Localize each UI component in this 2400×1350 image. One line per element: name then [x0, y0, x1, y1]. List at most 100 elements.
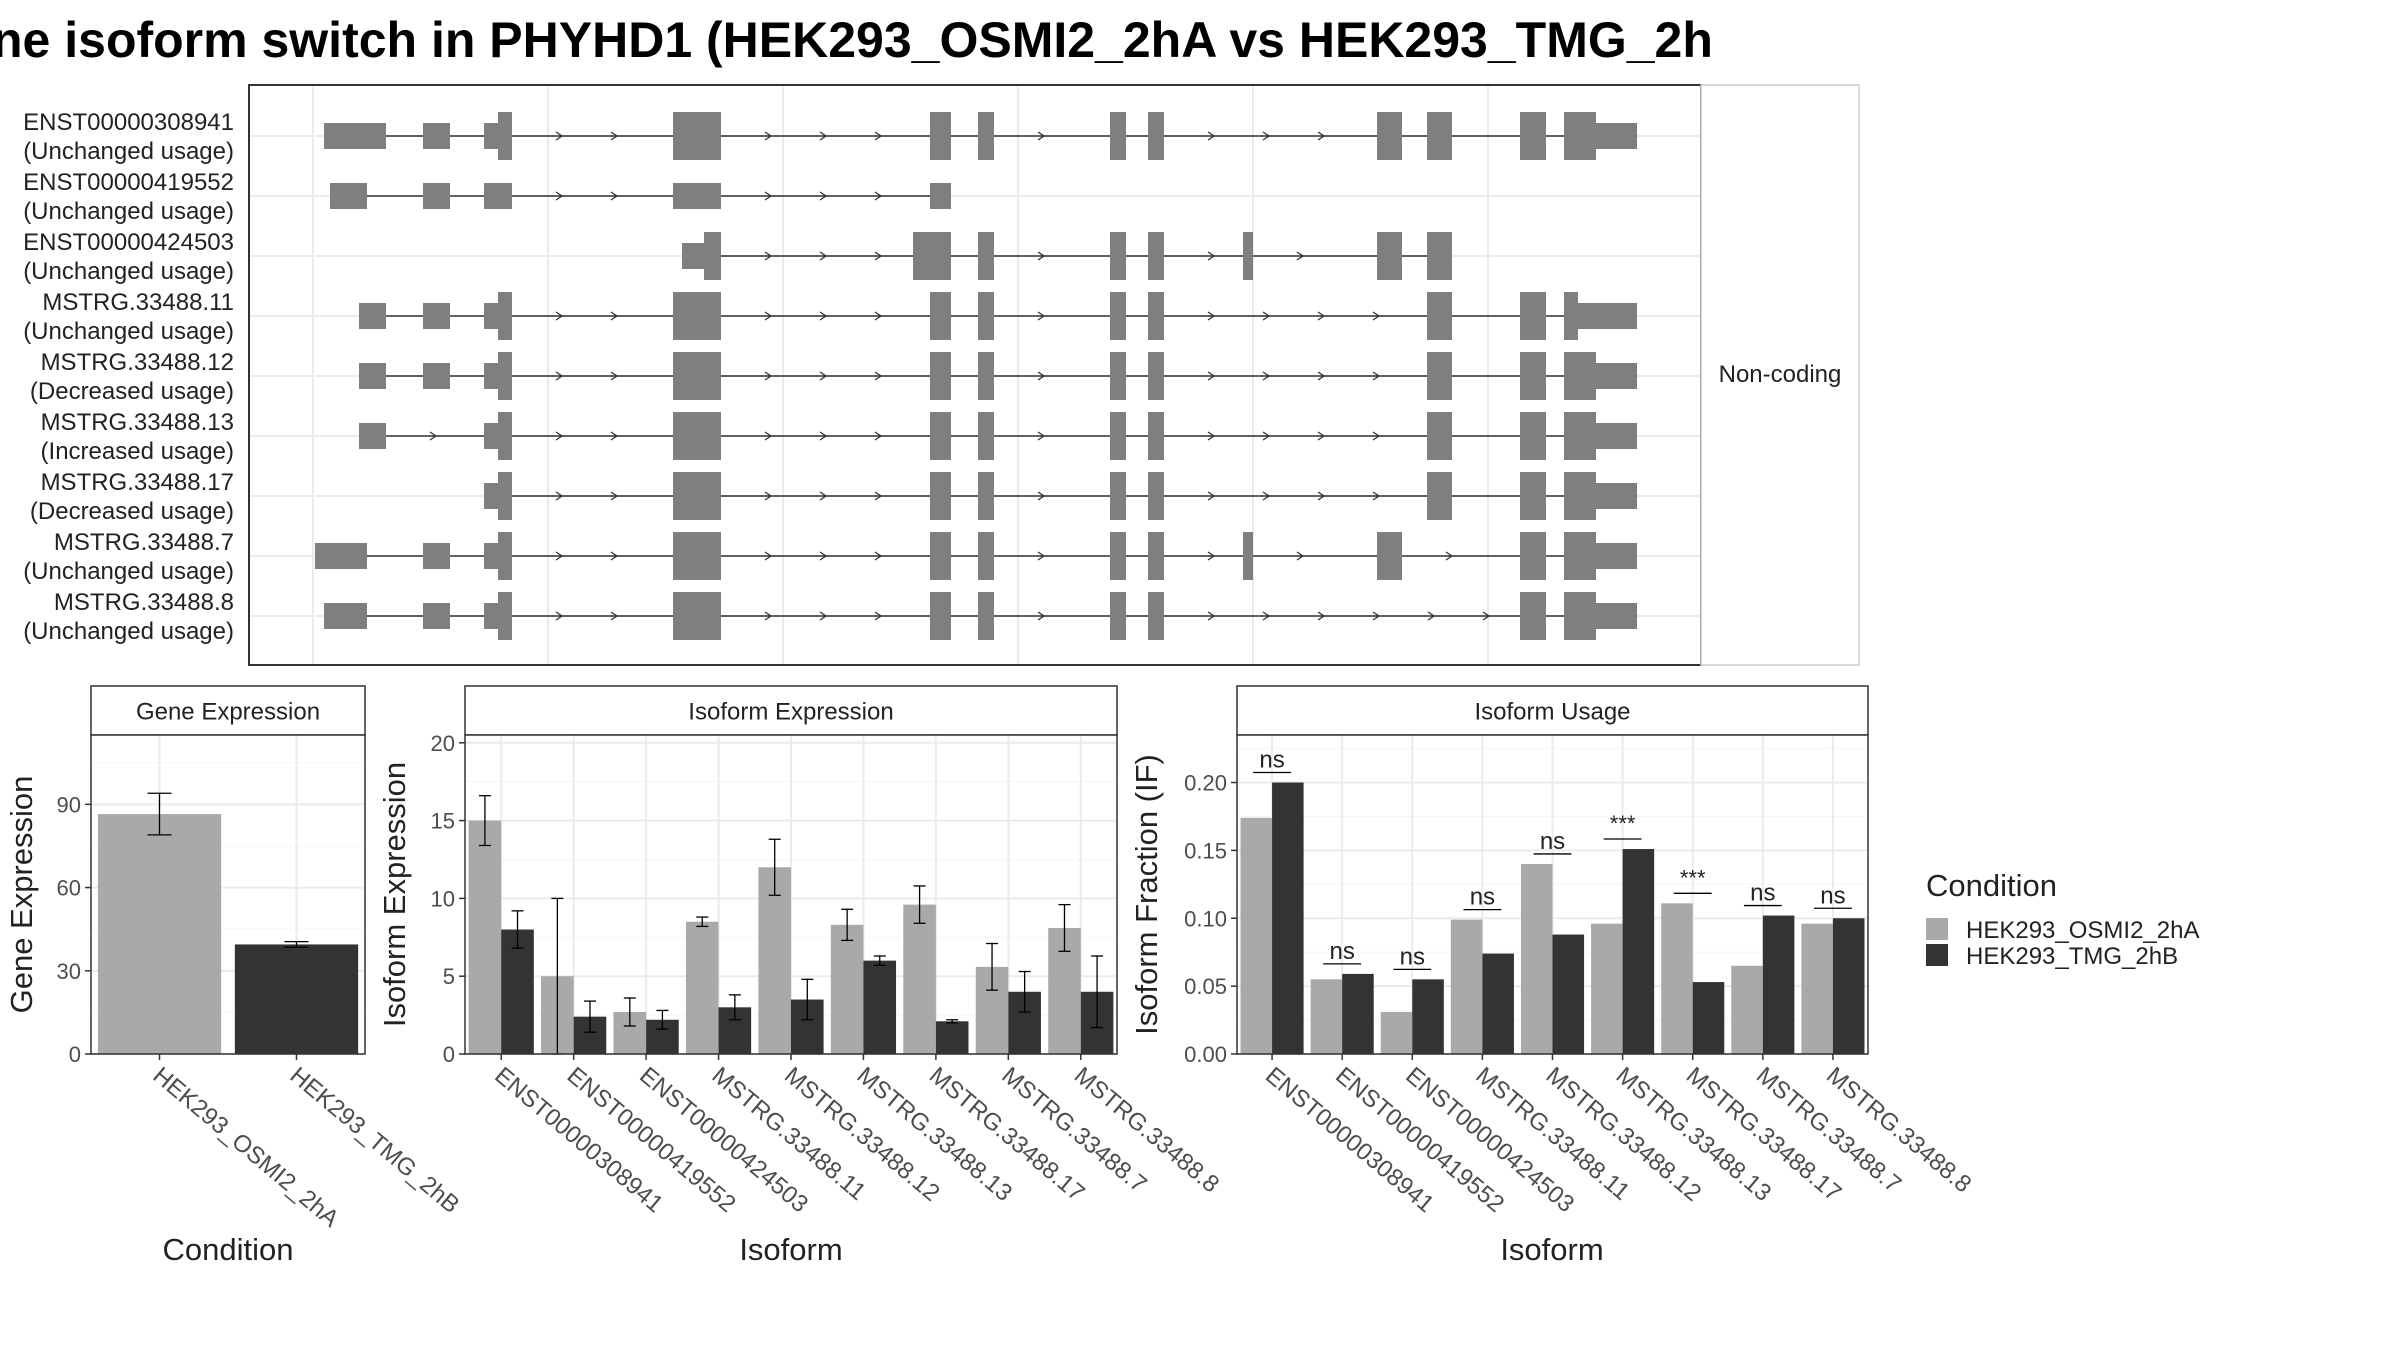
- exon-block: [673, 472, 721, 520]
- bar: [863, 960, 897, 1054]
- exon-block: [484, 123, 498, 149]
- exon-block: [330, 183, 367, 209]
- bar: [903, 904, 936, 1054]
- intron-arrow: [1037, 371, 1046, 381]
- exon-block: [673, 183, 721, 209]
- intron-arrow: [610, 551, 619, 561]
- intron-arrow: [1262, 431, 1271, 441]
- exon-block: [423, 603, 450, 629]
- isoform-usage-panel: Isoform Usage ns ns ns ns ns *** *** ns ns 0.00 0.0…: [1129, 685, 1976, 1267]
- exon-block: [1564, 112, 1596, 160]
- exon-block: [423, 303, 450, 329]
- exon-block: [1377, 232, 1402, 280]
- intron-arrow: [610, 311, 619, 321]
- exon-block: [423, 543, 450, 569]
- intron-arrow: [610, 371, 619, 381]
- exon-block: [1520, 472, 1546, 520]
- exon-block: [1110, 112, 1126, 160]
- y-tick-label: 20: [431, 731, 455, 756]
- transcript-usage-label: (Decreased usage): [30, 378, 234, 405]
- exon-block: [498, 532, 512, 580]
- intron-arrow: [610, 611, 619, 621]
- bar: [830, 924, 864, 1054]
- intron-arrow: [555, 311, 564, 321]
- exon-block: [1148, 112, 1164, 160]
- y-axis-title: Isoform Fraction (IF): [1129, 754, 1164, 1035]
- legend-title: Condition: [1926, 868, 2057, 903]
- transcript-id-label: ENST00000308941: [23, 109, 234, 136]
- intron-arrow: [1207, 491, 1216, 501]
- exon-block: [1243, 532, 1253, 580]
- exon-block: [1377, 112, 1402, 160]
- exon-block: [359, 303, 386, 329]
- exon-block: [484, 603, 498, 629]
- exon-block: [423, 363, 450, 389]
- exon-block: [978, 232, 994, 280]
- intron-arrow: [555, 131, 564, 141]
- exon-block: [423, 183, 450, 209]
- exon-block: [498, 592, 512, 640]
- exon-block: [324, 603, 367, 629]
- y-tick-label: 10: [431, 886, 455, 911]
- intron-arrow: [610, 131, 619, 141]
- intron-arrow: [1037, 131, 1046, 141]
- exon-block: [930, 112, 951, 160]
- significance-label: ns: [1400, 943, 1425, 970]
- exon-block: [673, 592, 721, 640]
- intron-arrow: [1317, 431, 1326, 441]
- transcript-usage-label: (Unchanged usage): [23, 198, 234, 225]
- intron-arrow: [1372, 431, 1381, 441]
- exon-block: [978, 352, 994, 400]
- exon-block: [324, 123, 386, 149]
- bar: [1310, 979, 1343, 1054]
- bar: [1731, 965, 1763, 1054]
- exon-block: [1564, 472, 1596, 520]
- intron-arrow: [764, 251, 773, 261]
- transcript-id-label: ENST00000424503: [23, 229, 234, 256]
- exon-block: [359, 363, 386, 389]
- significance-label: ***: [1610, 811, 1636, 836]
- transcript-id-label: MSTRG.33488.13: [41, 409, 234, 436]
- intron-arrow: [555, 431, 564, 441]
- bar: [1482, 953, 1514, 1054]
- exon-block: [1110, 532, 1126, 580]
- transcript-usage-label: (Unchanged usage): [23, 558, 234, 585]
- intron-arrow: [1037, 311, 1046, 321]
- intron-arrow: [764, 551, 773, 561]
- exon-block: [930, 472, 951, 520]
- exon-block: [930, 592, 951, 640]
- bar: [1380, 1011, 1413, 1054]
- exon-block: [1148, 532, 1164, 580]
- exon-block: [673, 112, 721, 160]
- y-tick-label: 0.05: [1184, 974, 1227, 999]
- bar: [1342, 973, 1374, 1054]
- intron-arrow: [874, 311, 883, 321]
- exon-block: [1427, 112, 1452, 160]
- exon-block: [423, 123, 450, 149]
- exon-block: [1110, 352, 1126, 400]
- exon-block: [1148, 292, 1164, 340]
- intron-arrow: [555, 371, 564, 381]
- transcript-row: MSTRG.33488.8(Unchanged usage): [23, 589, 1700, 645]
- structure-strip-frame: [1700, 84, 1860, 666]
- transcript-row: ENST00000419552(Unchanged usage): [23, 169, 1700, 225]
- intron-arrow: [429, 431, 438, 441]
- exon-block: [484, 303, 498, 329]
- legend-swatch-a: [1926, 918, 1948, 940]
- significance-label: ns: [1540, 828, 1565, 855]
- bar: [1520, 863, 1553, 1054]
- exon-block: [1427, 292, 1452, 340]
- intron-arrow: [764, 131, 773, 141]
- exon-block: [1148, 472, 1164, 520]
- transcript-usage-label: (Unchanged usage): [23, 258, 234, 285]
- intron-arrow: [764, 611, 773, 621]
- exon-block: [1596, 423, 1637, 449]
- intron-arrow: [1207, 371, 1216, 381]
- exon-block: [1564, 532, 1596, 580]
- y-tick-label: 0: [69, 1042, 81, 1067]
- panel-strip-title: Isoform Usage: [1474, 699, 1630, 726]
- exon-block: [1148, 592, 1164, 640]
- y-tick-label: 0.20: [1184, 771, 1227, 796]
- exon-block: [1596, 123, 1637, 149]
- exon-block: [930, 352, 951, 400]
